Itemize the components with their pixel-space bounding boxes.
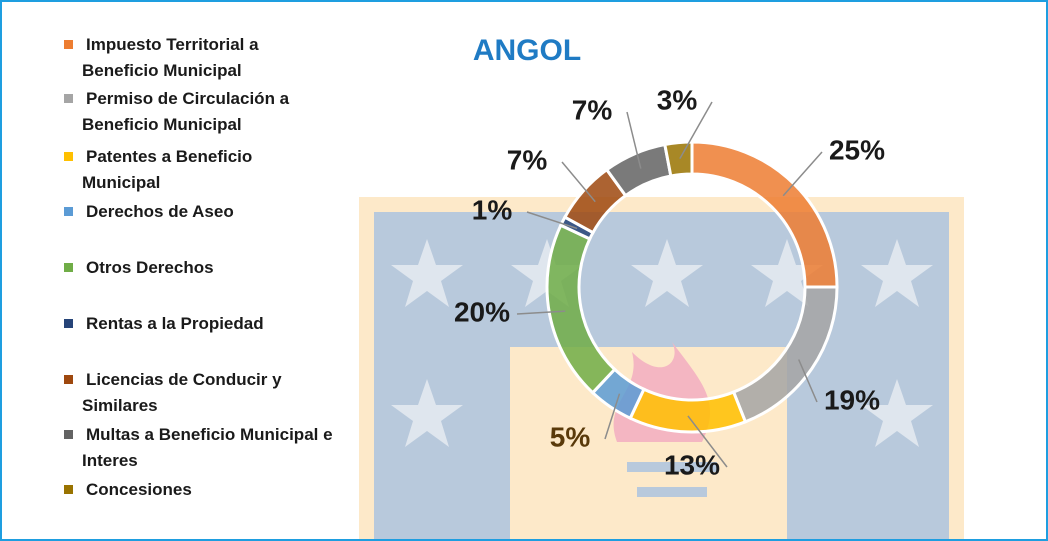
legend-label: Impuesto Territorial a Beneficio Municip…	[82, 35, 259, 80]
leader-line	[561, 161, 596, 203]
legend-item: Rentas a la Propiedad	[64, 311, 334, 337]
legend-swatch	[64, 319, 73, 328]
legend-label: Rentas a la Propiedad	[86, 314, 264, 333]
leader-line	[798, 359, 818, 403]
legend-item: Multas a Beneficio Municipal e Interes	[64, 422, 334, 474]
data-label: 19%	[824, 384, 880, 415]
legend-swatch	[64, 207, 73, 216]
legend-label: Multas a Beneficio Municipal e Interes	[82, 425, 333, 470]
legend-item: Licencias de Conducir y Similares	[64, 367, 334, 419]
legend-label: Derechos de Aseo	[86, 202, 234, 221]
legend-swatch	[64, 485, 73, 494]
leader-line	[782, 151, 823, 197]
donut-slice	[663, 140, 694, 178]
leader-line	[687, 415, 728, 468]
legend-label: Licencias de Conducir y Similares	[82, 370, 282, 415]
data-label: 1%	[472, 194, 513, 225]
legend-item: Otros Derechos	[64, 255, 334, 281]
legend-swatch	[64, 94, 73, 103]
data-label: 20%	[454, 296, 510, 327]
legend-item: Derechos de Aseo	[64, 199, 334, 225]
legend-label: Otros Derechos	[86, 258, 214, 277]
leader-line	[626, 111, 642, 169]
data-label: 7%	[572, 94, 613, 125]
legend-swatch	[64, 375, 73, 384]
leader-line	[526, 211, 578, 230]
leader-line	[679, 101, 713, 159]
data-label: 3%	[657, 84, 698, 115]
data-label: 7%	[507, 144, 548, 175]
chart-title: ANGOL	[473, 34, 581, 67]
data-label: 13%	[664, 449, 720, 480]
legend-item: Patentes a Beneficio Municipal	[64, 144, 334, 196]
watermark	[359, 197, 964, 539]
legend-label: Patentes a Beneficio Municipal	[82, 147, 253, 192]
legend-item: Concesiones	[64, 477, 334, 503]
leader-line	[516, 310, 566, 315]
data-label: 25%	[829, 134, 885, 165]
legend-item: Permiso de Circulación a Beneficio Munic…	[64, 86, 334, 138]
legend-swatch	[64, 263, 73, 272]
data-label: 5%	[550, 421, 591, 452]
legend-label: Concesiones	[86, 480, 192, 499]
legend-item: Impuesto Territorial a Beneficio Municip…	[64, 32, 334, 84]
legend-label: Permiso de Circulación a Beneficio Munic…	[82, 89, 290, 134]
legend-swatch	[64, 430, 73, 439]
legend-swatch	[64, 152, 73, 161]
legend-swatch	[64, 40, 73, 49]
leader-line	[604, 393, 621, 440]
